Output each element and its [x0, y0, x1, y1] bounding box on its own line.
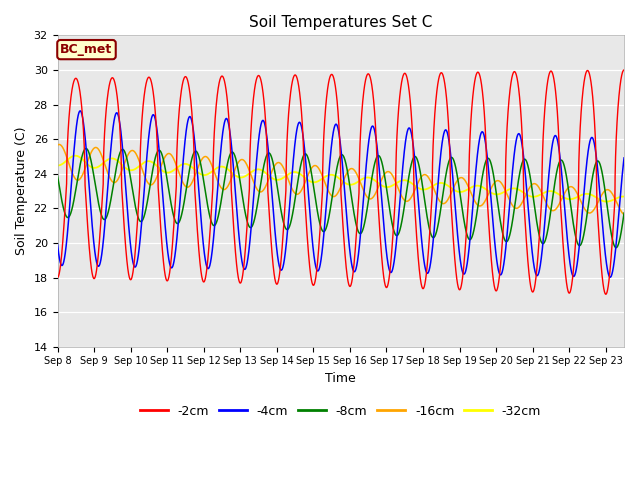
Text: BC_met: BC_met	[60, 43, 113, 56]
Title: Soil Temperatures Set C: Soil Temperatures Set C	[249, 15, 433, 30]
Legend: -2cm, -4cm, -8cm, -16cm, -32cm: -2cm, -4cm, -8cm, -16cm, -32cm	[135, 400, 546, 423]
Y-axis label: Soil Temperature (C): Soil Temperature (C)	[15, 127, 28, 255]
X-axis label: Time: Time	[325, 372, 356, 385]
